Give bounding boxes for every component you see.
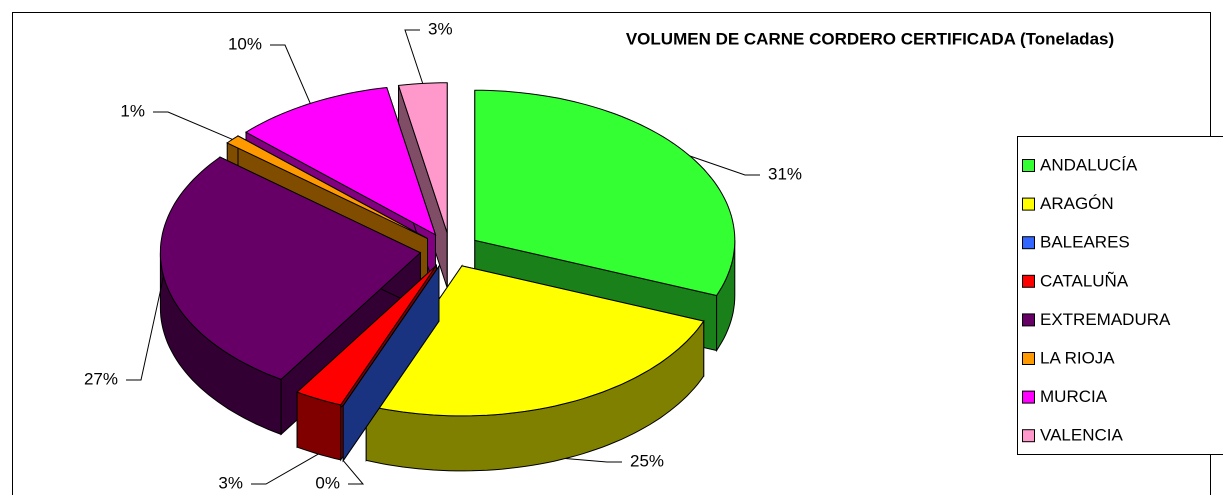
leader-line [126, 276, 165, 381]
legend-swatch [1022, 159, 1035, 172]
data-label: 27% [84, 369, 118, 388]
slice [365, 265, 705, 417]
legend-swatch [1022, 352, 1035, 365]
legend-label: ARAGÓN [1040, 194, 1114, 213]
legend-label: CATALUÑA [1040, 271, 1129, 290]
data-label: 3% [218, 473, 243, 492]
slice [474, 89, 736, 297]
chart-title: VOLUMEN DE CARNE CORDERO CERTIFICADA (To… [626, 29, 1114, 48]
leader-line [342, 460, 365, 485]
leader-line [689, 155, 760, 176]
leader-line [270, 44, 311, 104]
leader-line [404, 29, 424, 84]
legend-swatch [1022, 236, 1035, 250]
data-label: 0% [315, 473, 340, 492]
legend-label: BALEARES [1040, 233, 1130, 252]
legend-label: EXTREMADURA [1040, 310, 1171, 329]
slice [342, 265, 440, 406]
slice [296, 265, 437, 406]
data-label: 10% [228, 34, 262, 53]
data-label: 1% [120, 101, 145, 120]
legend-label: VALENCIA [1040, 426, 1123, 445]
legend-swatch [1022, 313, 1035, 327]
data-label: 31% [768, 164, 802, 183]
legend-swatch [1022, 429, 1035, 443]
leader-line [565, 458, 622, 463]
legend-swatch [1022, 197, 1035, 211]
leader-line [251, 453, 319, 485]
data-label: 25% [630, 451, 664, 470]
data-label: 3% [428, 19, 453, 38]
slice [397, 82, 448, 233]
legend-label: LA RIOJA [1040, 348, 1115, 367]
legend-box [1017, 136, 1223, 455]
legend-swatch [1022, 390, 1035, 404]
legend-label: ANDALUCÍA [1040, 155, 1138, 174]
leader-line [153, 111, 233, 140]
legend-label: MURCIA [1040, 387, 1108, 406]
legend-swatch [1022, 274, 1035, 288]
